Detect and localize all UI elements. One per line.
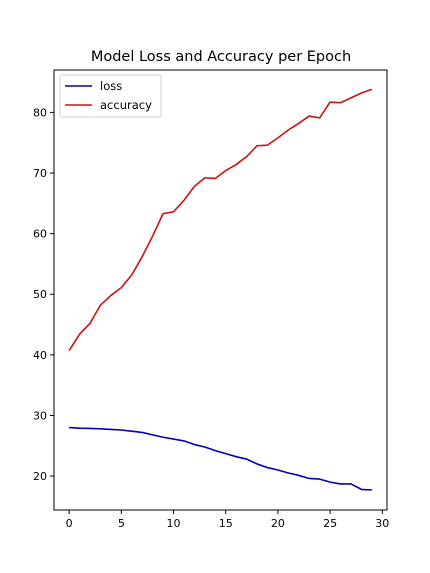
legend-label-accuracy: accuracy	[100, 98, 152, 112]
x-tick-label: 20	[271, 517, 285, 530]
series-line-loss	[69, 426, 372, 491]
x-tick-label: 15	[219, 517, 233, 530]
plot-lines	[68, 88, 373, 491]
legend-label-loss: loss	[100, 79, 122, 93]
x-tick-label: 10	[167, 517, 181, 530]
x-tick-label: 30	[375, 517, 389, 530]
y-tick-label: 50	[33, 288, 47, 301]
y-axis: 20 30 40 50 60 70 80	[33, 106, 54, 483]
y-tick-label: 20	[33, 470, 47, 483]
x-tick-label: 5	[118, 517, 125, 530]
y-tick-label: 40	[33, 349, 47, 362]
y-tick-label: 70	[33, 167, 47, 180]
y-tick-label: 60	[33, 228, 47, 241]
y-tick-label: 30	[33, 409, 47, 422]
chart-title: Model Loss and Accuracy per Epoch	[91, 49, 351, 65]
plot-frame	[53, 69, 388, 511]
series-line-accuracy	[68, 88, 373, 352]
y-tick-label: 80	[33, 106, 47, 119]
x-axis: 0 5 10 15 20 25 30	[66, 510, 389, 530]
x-tick-label: 0	[66, 517, 73, 530]
x-tick-label: 25	[323, 517, 337, 530]
legend: loss accuracy	[59, 74, 162, 118]
